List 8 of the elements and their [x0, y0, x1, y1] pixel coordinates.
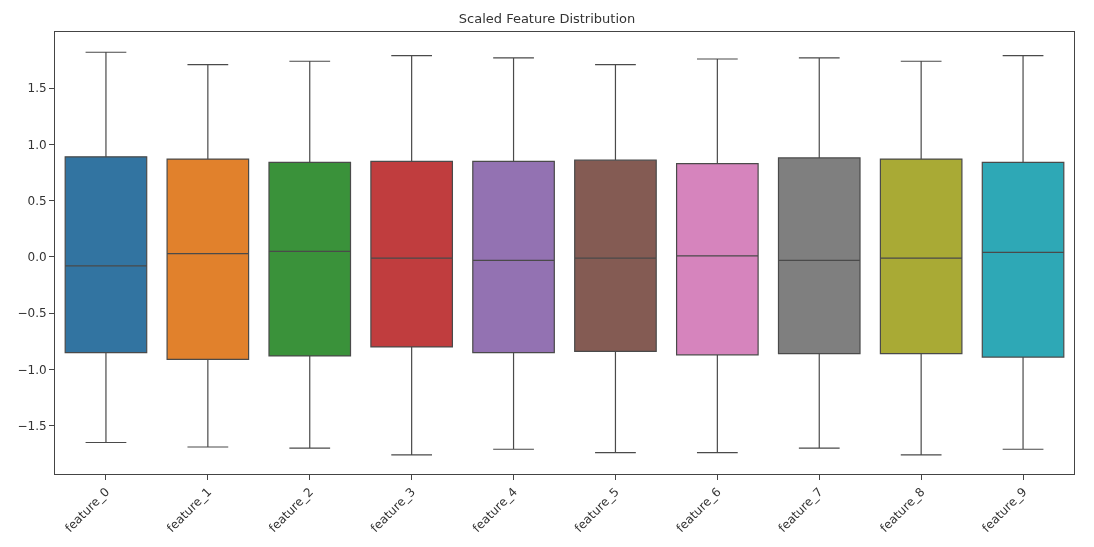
y-tick-label: −0.5: [17, 306, 47, 321]
y-tick-label: 0.0: [27, 250, 47, 265]
chart-title: Scaled Feature Distribution: [458, 10, 636, 26]
y-tick-label: −1.5: [17, 418, 47, 433]
y-tick-label: −1.0: [17, 362, 47, 377]
y-tick-label: 0.5: [27, 193, 47, 208]
y-tick-label: 1.5: [27, 81, 47, 96]
y-tick-label: 1.0: [27, 137, 47, 152]
